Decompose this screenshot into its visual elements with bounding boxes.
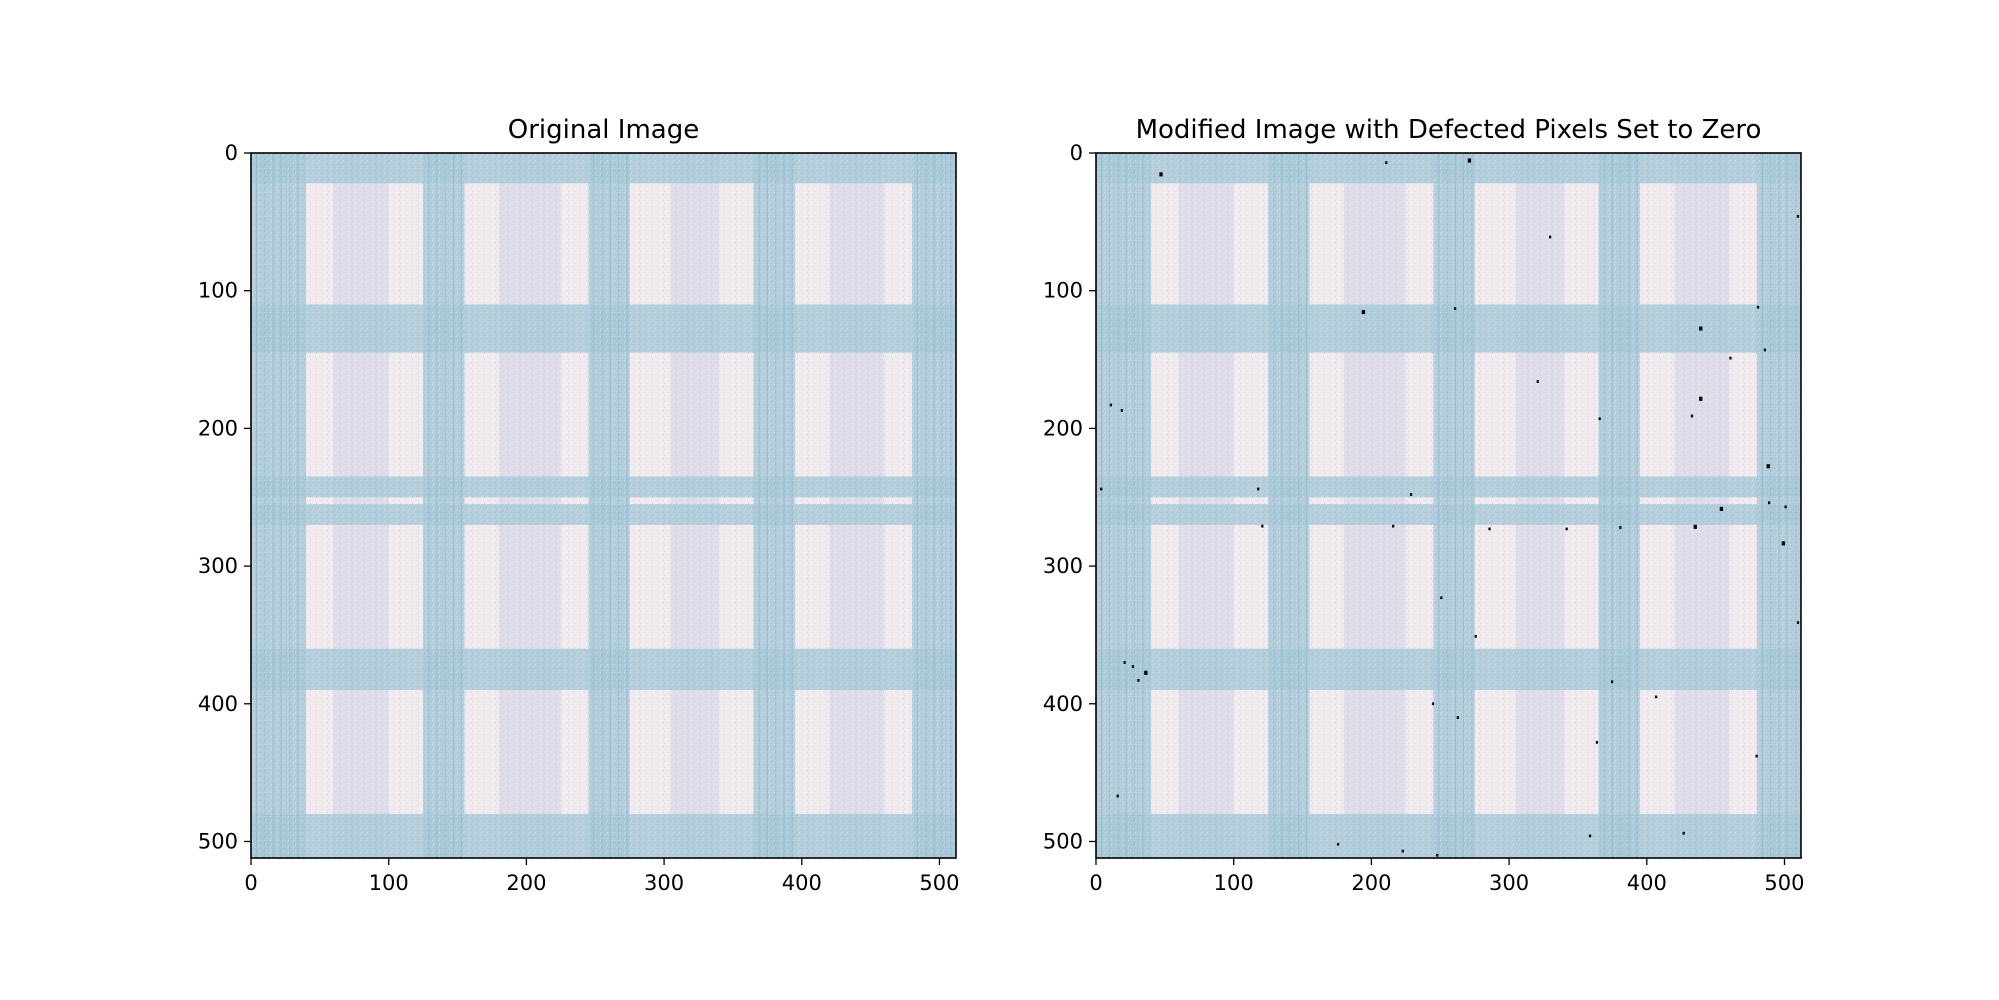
original-image — [251, 153, 956, 858]
x-tick-label: 500 — [1764, 871, 1804, 895]
defect-pixel — [1261, 524, 1264, 528]
defect-pixel — [1536, 380, 1539, 383]
defect-pixel — [1456, 716, 1459, 719]
y-tick-label: 0 — [1070, 141, 1083, 165]
modified-image-panel: Modified Image with Defected Pixels Set … — [1043, 115, 1805, 895]
defect-pixel — [1392, 524, 1395, 528]
defect-pixel — [1655, 695, 1658, 699]
defect-pixel — [1767, 501, 1771, 505]
defect-pixel — [1116, 794, 1119, 798]
original-image-panel: Original Image 0 100 200 300 400 500 0 100 200 3… — [198, 115, 960, 895]
x-tick-label: 0 — [244, 871, 257, 895]
x-tick-label: 0 — [1089, 871, 1102, 895]
defect-pixel — [1159, 172, 1163, 177]
defect-pixel — [1796, 621, 1800, 624]
y-tick-label: 300 — [1043, 554, 1083, 578]
defect-pixel — [1755, 754, 1758, 758]
defect-pixel — [1467, 158, 1472, 163]
defect-pixel — [1100, 487, 1103, 491]
defect-pixel — [1144, 670, 1148, 675]
defect-pixel — [1595, 740, 1599, 744]
axes-frame-original — [250, 152, 957, 859]
defect-pixel — [1336, 842, 1340, 846]
defect-pixel — [1699, 396, 1703, 401]
defect-pixel — [1440, 596, 1443, 600]
defect-pixel — [1796, 214, 1800, 218]
x-tick-label: 400 — [782, 871, 822, 895]
y-tick-label: 100 — [198, 279, 238, 303]
defect-pixel — [1565, 527, 1568, 531]
defect-pixel — [1385, 161, 1388, 165]
defect-pixel — [1690, 414, 1694, 418]
y-tick-label: 400 — [198, 692, 238, 716]
y-tick-label: 300 — [198, 554, 238, 578]
defect-pixel — [1729, 356, 1732, 360]
defect-pixel — [1766, 464, 1770, 469]
defect-pixel — [1436, 853, 1439, 857]
defect-pixel — [1781, 541, 1786, 546]
x-tick-label: 300 — [644, 871, 684, 895]
y-tick-label: 200 — [198, 416, 238, 440]
defect-pixel — [1454, 307, 1457, 310]
defect-pixel — [1756, 305, 1760, 309]
x-tick-label: 300 — [1489, 871, 1529, 895]
y-axis-ticks-original: 0 100 200 300 400 500 — [198, 141, 251, 853]
defect-pixel — [1619, 526, 1622, 529]
defect-pixel — [1409, 493, 1413, 496]
x-tick-label: 500 — [919, 871, 959, 895]
defect-pixel — [1361, 309, 1366, 315]
axes-frame-modified — [1095, 152, 1802, 859]
y-tick-label: 500 — [1043, 829, 1083, 853]
defect-pixel — [1610, 680, 1614, 684]
defect-pixel — [1549, 235, 1552, 239]
x-axis-ticks-original: 0 100 200 300 400 500 — [244, 858, 960, 895]
defect-pixel — [1763, 348, 1767, 352]
y-tick-label: 100 — [1043, 279, 1083, 303]
defect-pixel — [1474, 634, 1477, 638]
defect-pixel — [1699, 326, 1703, 331]
defect-pixel — [1257, 487, 1260, 491]
defect-pixel — [1588, 834, 1592, 838]
defect-pixel — [1137, 678, 1140, 682]
defect-pixel — [1598, 417, 1601, 421]
defect-pixel — [1693, 524, 1697, 529]
defect-pixel — [1431, 702, 1435, 706]
texture-overlay — [251, 153, 956, 858]
defect-pixel — [1719, 506, 1724, 512]
x-tick-label: 200 — [506, 871, 546, 895]
x-axis-ticks-modified: 0 100 200 300 400 500 — [1089, 858, 1805, 895]
x-tick-label: 200 — [1351, 871, 1391, 895]
y-tick-label: 200 — [1043, 416, 1083, 440]
y-tick-label: 400 — [1043, 692, 1083, 716]
x-tick-label: 400 — [1627, 871, 1667, 895]
y-tick-label: 0 — [225, 141, 238, 165]
defect-pixel — [1784, 505, 1787, 509]
defect-pixel — [1682, 831, 1685, 835]
texture-overlay — [1096, 153, 1801, 858]
y-axis-ticks-modified: 0 100 200 300 400 500 — [1043, 141, 1096, 853]
y-tick-label: 500 — [198, 829, 238, 853]
defect-pixel — [1488, 527, 1491, 531]
defect-pixel — [1109, 403, 1112, 407]
x-tick-label: 100 — [1214, 871, 1254, 895]
modified-image — [1096, 153, 1801, 858]
defect-pixel — [1131, 665, 1135, 668]
defect-pixel — [1401, 849, 1404, 853]
x-tick-label: 100 — [369, 871, 409, 895]
panel-title-original: Original Image — [508, 115, 699, 145]
defect-pixel — [1120, 409, 1123, 412]
panel-title-modified: Modified Image with Defected Pixels Set … — [1136, 115, 1762, 145]
defect-pixel — [1123, 661, 1126, 664]
